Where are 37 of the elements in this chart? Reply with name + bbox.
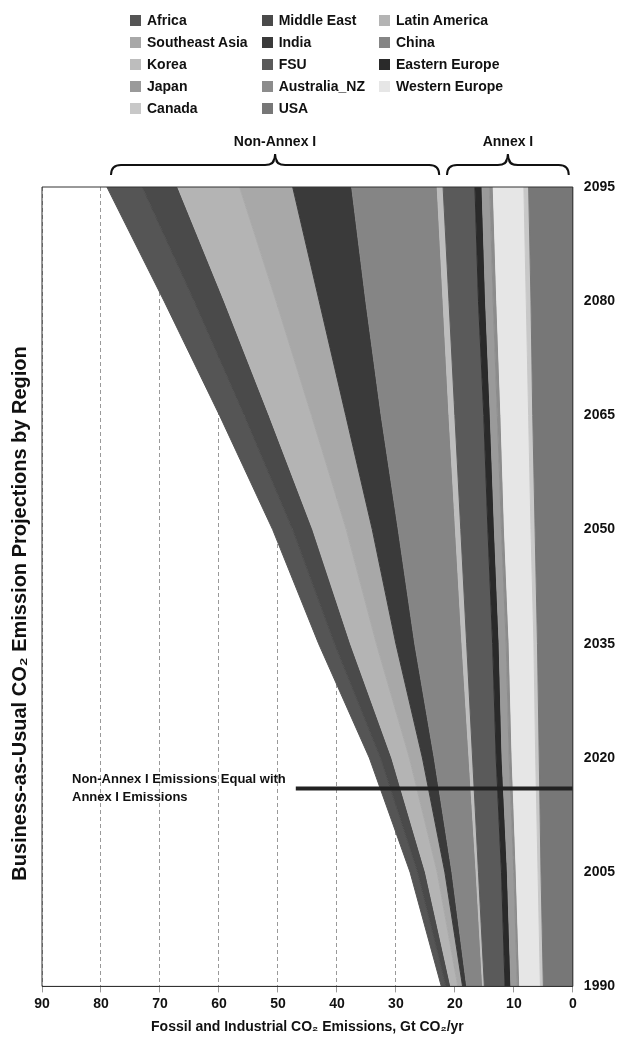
x-tick-label: 40	[329, 994, 345, 1011]
legend-label: Australia_NZ	[278, 78, 365, 94]
legend-label: Southeast Asia	[147, 34, 248, 50]
legend-label: Latin America	[395, 12, 489, 28]
x-tick-label: 0	[568, 994, 577, 1011]
x-tick-label: 50	[270, 994, 286, 1011]
x-tick-label: 20	[447, 994, 463, 1011]
y-tick-label: 2005	[583, 863, 616, 880]
y-tick-label: 1990	[583, 977, 616, 994]
legend-label: Africa	[147, 12, 187, 28]
legend-label: Middle East	[278, 12, 357, 28]
x-tick-label: 90	[34, 994, 50, 1011]
y-tick-label: 2065	[583, 406, 616, 423]
y-tick-label: 2080	[583, 292, 616, 309]
legend-label: Eastern Europe	[395, 56, 500, 72]
annotation: Annex I	[482, 132, 534, 149]
legend-label: FSU	[278, 56, 307, 72]
legend-label: Western Europe	[395, 78, 504, 94]
legend-label: China	[395, 34, 435, 50]
x-tick-label: 10	[506, 994, 522, 1011]
y-tick-label: 2095	[583, 177, 616, 194]
legend-label: Korea	[147, 56, 187, 72]
y-tick-label: 2050	[583, 520, 616, 537]
x-tick-label: 60	[211, 994, 227, 1011]
x-tick-label: 30	[388, 994, 404, 1011]
legend-label: Japan	[147, 78, 188, 94]
x-tick-label: 80	[93, 994, 109, 1011]
y-tick-label: 2020	[583, 748, 616, 765]
y-tick-label: 2035	[583, 634, 616, 651]
annotation: Non-Annex I	[233, 132, 317, 149]
legend-label: USA	[278, 100, 309, 116]
x-axis-title: Fossil and Industrial CO₂ Emissions, Gt CO₂/yr	[151, 1018, 465, 1035]
legend-label: Canada	[147, 100, 198, 116]
x-tick-label: 70	[152, 994, 168, 1011]
text: Business-as-Usual CO₂ Emission Projections by Region	[7, 346, 30, 881]
legend-label: India	[278, 34, 312, 50]
ref-line-label: Non-Annex I Emissions Equal with Annex I Emissions	[72, 771, 286, 805]
